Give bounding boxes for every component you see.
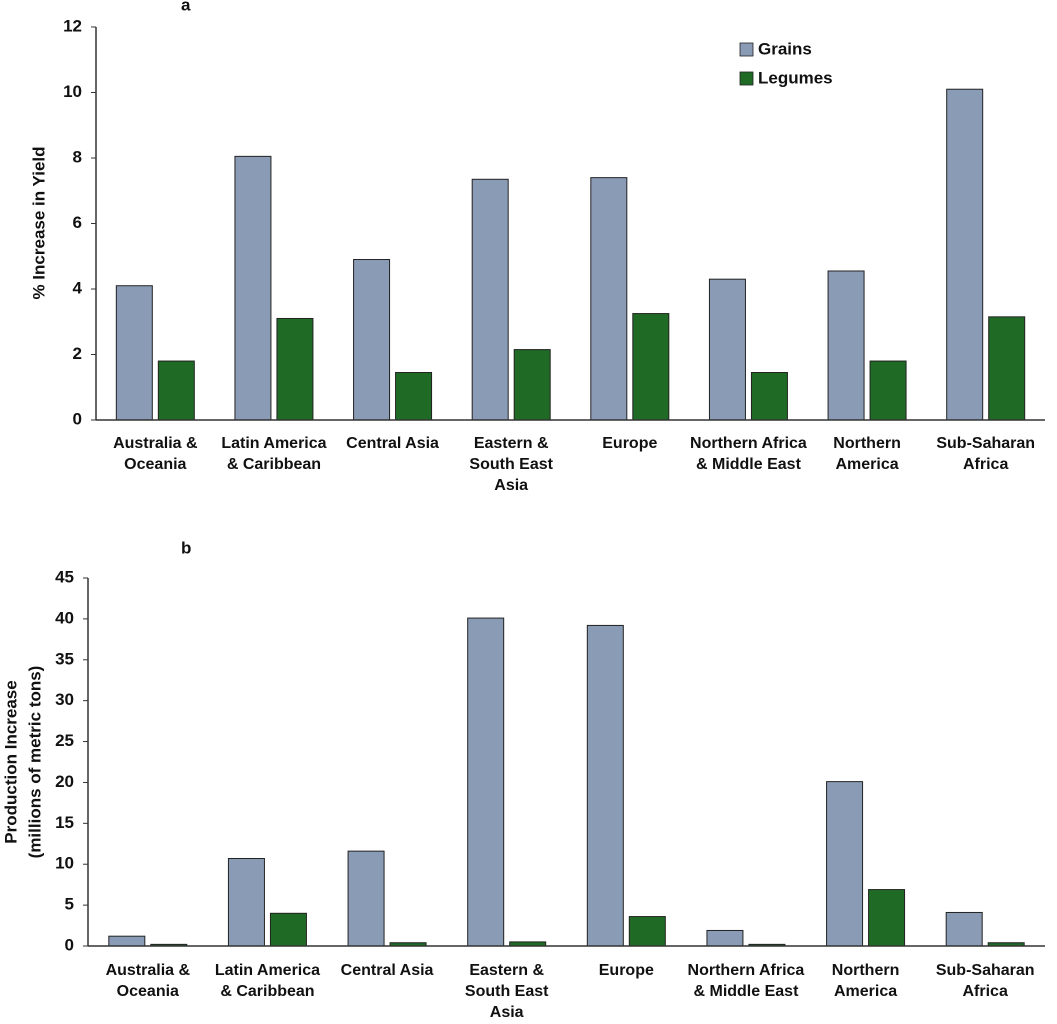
- bar: [157, 360, 195, 421]
- x-tick-label: Central Asia: [340, 962, 434, 979]
- x-tick-label: Australia & Oceania: [113, 435, 198, 473]
- y-tick-label: 25: [55, 731, 74, 750]
- bar: [628, 916, 666, 947]
- bar: [946, 88, 984, 421]
- bar: [827, 270, 865, 421]
- chart-title: b: [181, 538, 191, 557]
- y-axis-label: (millions of metric tons): [25, 666, 44, 859]
- bar: [234, 155, 272, 421]
- x-tick-label: Australia & Oceania: [105, 962, 191, 1000]
- y-tick-label: 0: [73, 409, 82, 428]
- y-tick-label: 45: [55, 567, 74, 586]
- y-tick-label: 0: [65, 935, 74, 954]
- bar: [826, 781, 864, 947]
- bar: [632, 313, 670, 421]
- x-tick-label: Northern America: [833, 435, 901, 473]
- bar: [115, 285, 153, 421]
- bar: [395, 372, 433, 421]
- y-tick-label: 35: [55, 649, 74, 668]
- bar: [708, 278, 746, 421]
- bar: [513, 349, 551, 421]
- x-tick-label: Sub-Saharan Africa: [935, 962, 1035, 1000]
- y-axis-label: % Increase in Yield: [29, 146, 48, 299]
- y-tick-label: 10: [63, 82, 82, 101]
- x-tick-label: Eastern & South East Asia: [464, 962, 549, 1021]
- legend-swatch: [739, 42, 754, 57]
- y-tick-label: 15: [55, 813, 74, 832]
- x-tick-label: Eastern & South East Asia: [469, 435, 553, 494]
- bar: [750, 372, 788, 421]
- y-tick-label: 4: [73, 278, 83, 297]
- y-tick-label: 12: [63, 16, 82, 35]
- x-tick-label: Europe: [602, 435, 658, 452]
- bar: [353, 259, 391, 421]
- bar: [706, 929, 744, 947]
- bar: [988, 316, 1026, 421]
- bar: [108, 935, 146, 947]
- bar: [276, 317, 314, 421]
- bar: [227, 857, 265, 947]
- bar: [269, 912, 307, 947]
- bar: [945, 911, 983, 947]
- y-tick-label: 6: [73, 213, 82, 232]
- x-tick-label: Europe: [598, 962, 654, 979]
- bar: [467, 617, 505, 947]
- legend-label: Legumes: [758, 68, 833, 87]
- y-tick-label: 10: [55, 854, 74, 873]
- y-tick-label: 20: [55, 772, 74, 791]
- bar: [590, 177, 628, 421]
- x-tick-label: Sub-Saharan Africa: [936, 435, 1036, 473]
- y-tick-label: 30: [55, 690, 74, 709]
- y-tick-label: 8: [73, 147, 82, 166]
- x-tick-label: Latin America & Caribbean: [221, 435, 327, 473]
- chart-title: a: [181, 0, 191, 14]
- legend-label: Grains: [758, 39, 812, 58]
- bar: [347, 850, 385, 947]
- y-tick-label: 2: [73, 344, 82, 363]
- x-tick-label: Northern Africa & Middle East: [687, 962, 805, 1000]
- bar: [471, 178, 509, 421]
- bar: [868, 889, 906, 947]
- legend-swatch: [739, 71, 754, 86]
- x-tick-label: Central Asia: [346, 435, 439, 452]
- x-tick-label: Latin America & Caribbean: [214, 962, 321, 1000]
- x-tick-label: Northern America: [831, 962, 900, 1000]
- x-tick-label: Northern Africa & Middle East: [690, 435, 807, 473]
- y-tick-label: 5: [65, 895, 74, 914]
- y-axis-label: Production Increase: [1, 680, 20, 843]
- bar: [869, 360, 907, 421]
- bar: [586, 624, 624, 947]
- y-tick-label: 40: [55, 608, 74, 627]
